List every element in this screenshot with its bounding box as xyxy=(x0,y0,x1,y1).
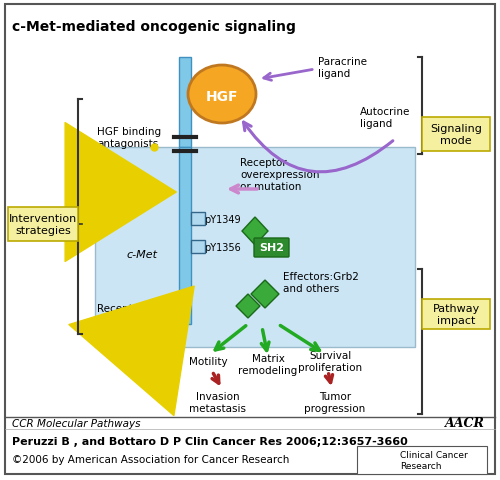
Text: AACR: AACR xyxy=(445,417,485,430)
Polygon shape xyxy=(242,217,268,245)
FancyBboxPatch shape xyxy=(8,207,78,241)
Text: pY1349: pY1349 xyxy=(204,215,240,225)
Text: pY1356: pY1356 xyxy=(204,242,241,252)
Text: Invasion
metastasis: Invasion metastasis xyxy=(190,391,246,413)
Text: SH2: SH2 xyxy=(259,243,284,253)
Bar xyxy=(179,148,191,324)
Text: Paracrine
ligand: Paracrine ligand xyxy=(318,57,367,79)
Text: CCR Molecular Pathways: CCR Molecular Pathways xyxy=(12,418,140,428)
Text: HGF binding
antagonists: HGF binding antagonists xyxy=(97,127,161,148)
Bar xyxy=(179,58,191,148)
Text: Pathway
impact: Pathway impact xyxy=(432,303,480,325)
Text: Effectors:Grb2
and others: Effectors:Grb2 and others xyxy=(283,272,359,293)
FancyBboxPatch shape xyxy=(422,300,490,329)
Text: HGF: HGF xyxy=(206,90,238,104)
Text: Matrix
remodeling: Matrix remodeling xyxy=(238,353,298,375)
FancyBboxPatch shape xyxy=(422,118,490,152)
Text: Autocrine
ligand: Autocrine ligand xyxy=(360,107,410,129)
Bar xyxy=(95,148,415,347)
Text: Receptor
overexpression
or mutation: Receptor overexpression or mutation xyxy=(240,158,320,191)
FancyBboxPatch shape xyxy=(254,239,289,257)
Text: c-Met-mediated oncogenic signaling: c-Met-mediated oncogenic signaling xyxy=(12,20,296,34)
Text: Tumor
progression: Tumor progression xyxy=(304,391,366,413)
Text: Motility: Motility xyxy=(188,356,228,366)
Text: Tyrosine
kinase
inhibitors: Tyrosine kinase inhibitors xyxy=(100,168,149,201)
Bar xyxy=(191,213,205,226)
Text: Peruzzi B , and Bottaro D P Clin Cancer Res 2006;12:3657-3660: Peruzzi B , and Bottaro D P Clin Cancer … xyxy=(12,436,408,446)
Text: AACR: AACR xyxy=(370,456,401,465)
Text: Survival
proliferation: Survival proliferation xyxy=(298,350,362,372)
Text: Intervention
strategies: Intervention strategies xyxy=(9,214,77,235)
Text: Receptor/effector
antagonists: Receptor/effector antagonists xyxy=(97,303,188,325)
Text: c-Met: c-Met xyxy=(126,250,158,260)
Text: ©2006 by American Association for Cancer Research: ©2006 by American Association for Cancer… xyxy=(12,454,289,464)
FancyBboxPatch shape xyxy=(357,446,487,474)
Bar xyxy=(191,240,205,253)
Polygon shape xyxy=(251,280,279,308)
Ellipse shape xyxy=(188,66,256,124)
Text: Signaling
mode: Signaling mode xyxy=(430,124,482,145)
Text: Clinical Cancer
Research: Clinical Cancer Research xyxy=(400,450,468,470)
Polygon shape xyxy=(236,294,260,318)
